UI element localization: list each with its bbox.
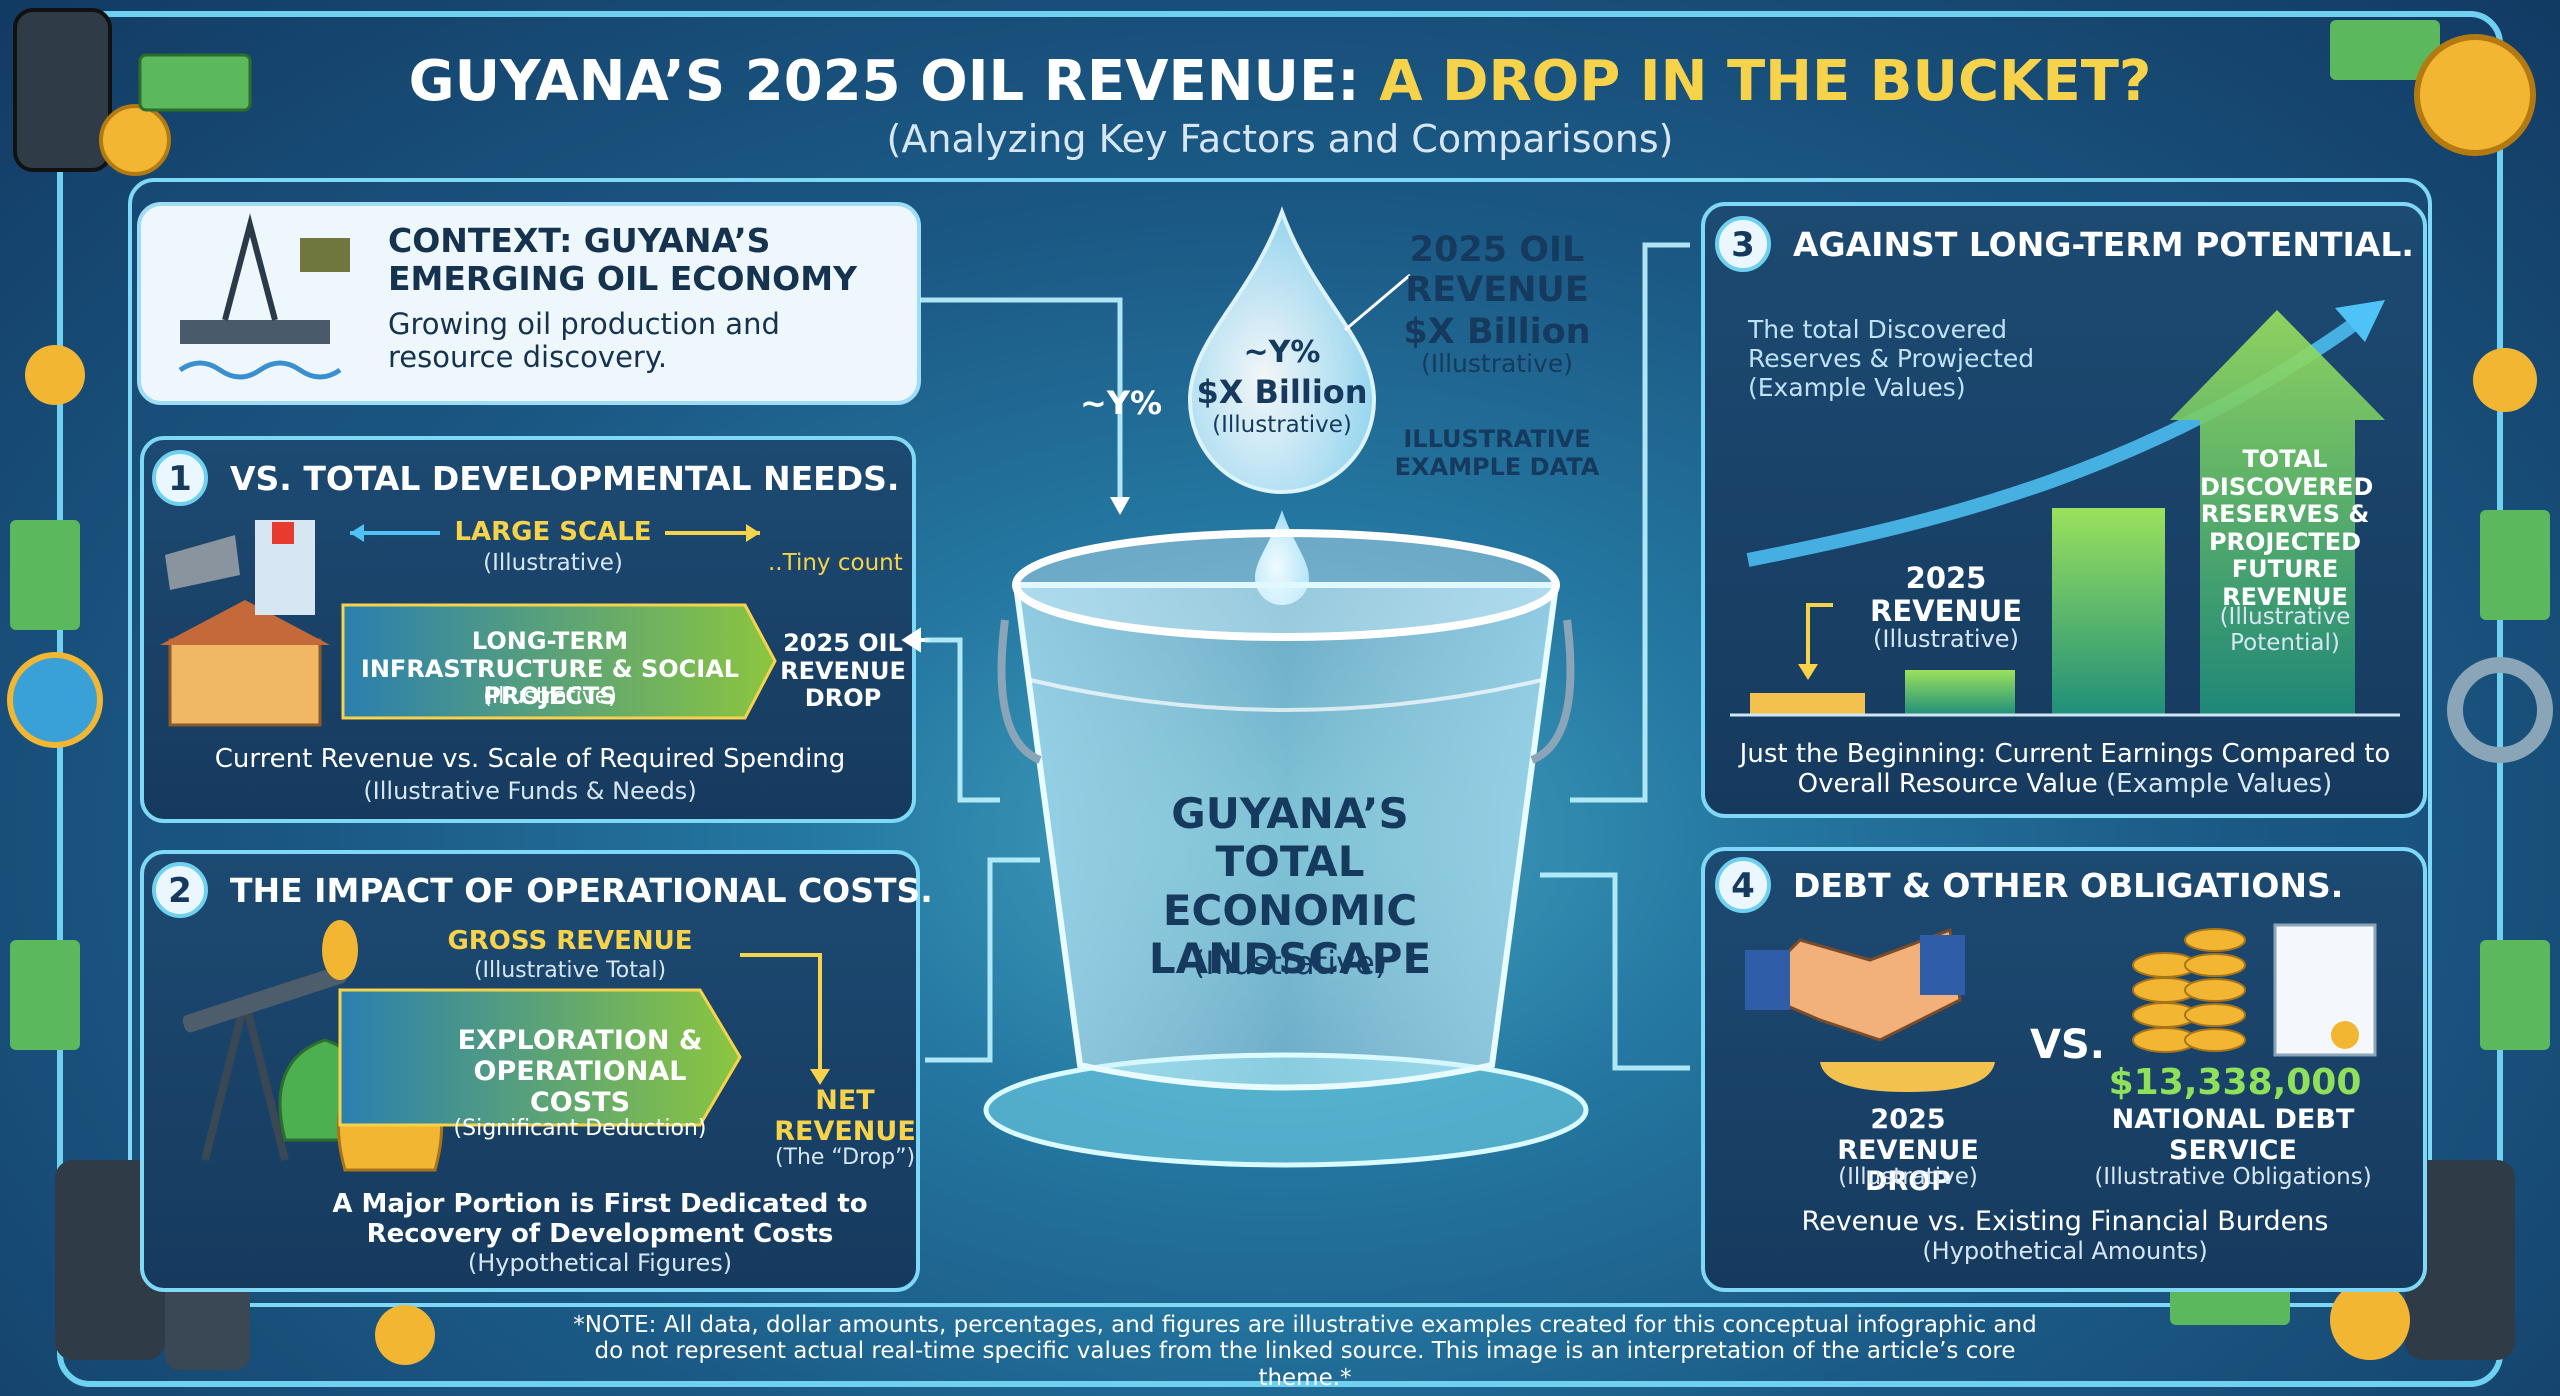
drop-percent: ~Y% bbox=[1243, 335, 1321, 370]
revenue-label: 2025 REVENUE bbox=[1869, 561, 2023, 629]
drop-note: (Illustrative) bbox=[1212, 412, 1352, 438]
subtitle: (Analyzing Key Factors and Comparisons) bbox=[886, 117, 1674, 161]
intro-note: (Example Values) bbox=[1748, 373, 1966, 402]
debt-note: (Illustrative Obligations) bbox=[2094, 1164, 2372, 1190]
tiny-label: ..Tiny count bbox=[768, 550, 903, 576]
section2-graphics bbox=[182, 920, 830, 1172]
section-title: THE IMPACT OF OPERATIONAL COSTS. bbox=[230, 871, 933, 910]
caption: Current Revenue vs. Scale of Required Sp… bbox=[214, 744, 846, 774]
side-icons bbox=[7, 8, 2553, 1370]
drop-label: 2025 OIL REVENUE DROP bbox=[780, 629, 906, 713]
debt-label: NATIONAL DEBT SERVICE bbox=[2111, 1104, 2355, 1167]
bucket-note: (Illustrative) bbox=[1192, 944, 1388, 982]
small-drop bbox=[1255, 510, 1309, 605]
context-title: CONTEXT: GUYANA’S EMERGING OIL ECONOMY bbox=[388, 221, 857, 298]
caption-note: (Hypothetical Amounts) bbox=[1922, 1237, 2208, 1265]
caption-text: Just the Beginning: Current Earnings Com… bbox=[1739, 739, 2391, 799]
caption-note: (Illustrative Funds & Needs) bbox=[363, 777, 697, 805]
section-number: 2 bbox=[168, 871, 192, 911]
caption: Just the Beginning: Current Earnings Com… bbox=[1720, 739, 2410, 800]
reserves-note: (Illustrative Potential) bbox=[2219, 604, 2351, 657]
vs-label: VS. bbox=[2030, 1022, 2105, 1068]
drop-note: (Illustrative) bbox=[1838, 1164, 1978, 1190]
intro: The total Discovered Reserves & Prowject… bbox=[1748, 315, 2035, 373]
section-title: VS. TOTAL DEVELOPMENTAL NEEDS. bbox=[230, 459, 900, 498]
bucket bbox=[983, 529, 1589, 1168]
oil-rig-icon bbox=[178, 213, 350, 380]
water-drop bbox=[1187, 206, 1377, 494]
scale-label: LARGE SCALE bbox=[454, 517, 652, 547]
drop-amount: $X Billion bbox=[1196, 373, 1368, 411]
data-note: ILLUSTRATIVE EXAMPLE DATA bbox=[1394, 425, 1600, 481]
drop-label: 2025 REVENUE DROP bbox=[1837, 1104, 1979, 1198]
costs-label: EXPLORATION & OPERATIONAL COSTS bbox=[457, 1025, 703, 1119]
caption: A Major Portion is First Dedicated to Re… bbox=[332, 1189, 868, 1249]
revenue-note: (Illustrative) bbox=[1421, 349, 1573, 378]
title-highlight: A DROP IN THE BUCKET? bbox=[1379, 49, 2152, 114]
section-number: 4 bbox=[1731, 866, 1755, 906]
section-number: 3 bbox=[1731, 225, 1755, 265]
reserves-label: TOTAL DISCOVERED RESERVES & PROJECTED FU… bbox=[2200, 445, 2374, 611]
costs-note: (Significant Deduction) bbox=[453, 1116, 707, 1141]
section-title: AGAINST LONG-TERM POTENTIAL. bbox=[1793, 225, 2414, 264]
section4-graphics bbox=[1745, 923, 2377, 1092]
net-label: NET REVENUE bbox=[774, 1085, 916, 1148]
bucket-label: GUYANA’S TOTAL ECONOMIC LANDSCAPE bbox=[1148, 789, 1432, 983]
scale-note: (Illustrative) bbox=[483, 550, 623, 576]
section3-graphics bbox=[1730, 300, 2400, 717]
title: GUYANA’S 2025 OIL REVENUE: A DROP IN THE… bbox=[160, 49, 2400, 114]
footnote: *NOTE: All data, dollar amounts, percent… bbox=[573, 1312, 2037, 1391]
leader-line bbox=[1344, 273, 1411, 332]
debt-amount: $13,338,000 bbox=[2108, 1062, 2362, 1103]
arrow-head bbox=[1110, 497, 1130, 515]
section-number: 1 bbox=[168, 459, 192, 499]
bar-label: LONG-TERM INFRASTRUCTURE & SOCIAL PROJEC… bbox=[360, 627, 740, 711]
bar-note: (Illustrative) bbox=[483, 684, 617, 709]
context-text: Growing oil production and resource disc… bbox=[388, 307, 780, 375]
gross-label: GROSS REVENUE bbox=[447, 926, 693, 956]
section1-graphics bbox=[160, 520, 930, 727]
section-title: DEBT & OTHER OBLIGATIONS. bbox=[1793, 866, 2344, 905]
caption-note: (Example Values) bbox=[2106, 768, 2333, 799]
connectors bbox=[920, 242, 1690, 1071]
gross-note: (Illustrative Total) bbox=[473, 958, 667, 983]
arrow-label: ~Y% bbox=[1080, 384, 1163, 422]
revenue-amount: $X Billion bbox=[1403, 312, 1591, 352]
title-main: GUYANA’S 2025 OIL REVENUE: bbox=[408, 49, 1360, 114]
caption: Revenue vs. Existing Financial Burdens bbox=[1801, 1206, 2329, 1237]
number-badges bbox=[152, 216, 1771, 918]
net-note: (The “Drop”) bbox=[774, 1145, 916, 1170]
revenue-note: (Illustrative) bbox=[1873, 625, 2019, 653]
revenue-title: 2025 OIL REVENUE bbox=[1405, 230, 1589, 311]
caption-note: (Hypothetical Figures) bbox=[467, 1249, 733, 1277]
